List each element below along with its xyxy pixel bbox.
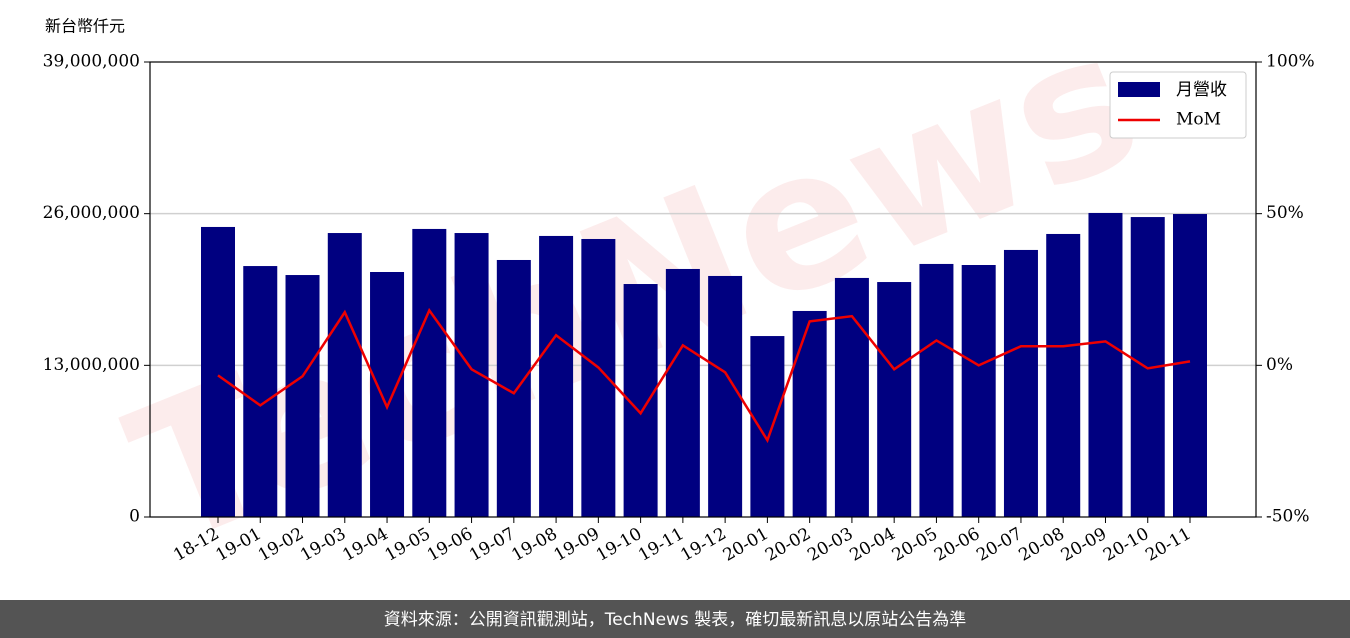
x-tick-label: 20-05 [889, 524, 941, 566]
bar [792, 310, 827, 517]
x-tick-label: 19-04 [339, 524, 391, 566]
x-tick-label: 19-09 [551, 524, 603, 566]
plot-frame [149, 61, 1257, 518]
bar [1046, 233, 1081, 517]
bar [961, 265, 996, 517]
x-tick-label: 20-01 [720, 524, 772, 566]
x-tick-label: 20-11 [1142, 524, 1194, 566]
x-tick-label: 20-02 [762, 524, 814, 566]
bar [665, 268, 700, 517]
bar [877, 282, 912, 517]
footer: 資料來源：公開資訊觀測站，TechNews 製表，確切最新訊息以原站公告為準 [384, 610, 966, 630]
bar [708, 275, 743, 517]
y-tick-label: 39,000,000 [43, 52, 140, 72]
y2-tick-label: -50% [1266, 507, 1310, 527]
x-tick-label: 20-10 [1100, 524, 1152, 566]
footer-band [0, 600, 1350, 638]
y-tick-label: 13,000,000 [43, 355, 140, 375]
x-tick-label: 19-08 [508, 524, 560, 566]
bar [834, 277, 869, 517]
y-axis-label: 新台幣仟元 [45, 17, 125, 36]
x-tick-label: 20-06 [931, 524, 983, 566]
y2-tick-label: 0% [1266, 355, 1293, 375]
legend-label: MoM [1176, 110, 1221, 130]
bar [919, 263, 954, 517]
y-tick-label: 26,000,000 [43, 203, 140, 223]
x-tick-label: 20-09 [1058, 524, 1110, 566]
bar [581, 238, 616, 517]
x-tick-label: 20-03 [804, 524, 856, 566]
bar [539, 235, 574, 517]
x-tick-label: 20-04 [846, 524, 898, 566]
x-tick-label: 19-07 [466, 524, 518, 566]
y2-tick-label: 50% [1266, 203, 1304, 223]
x-tick-label: 19-11 [635, 524, 687, 566]
x-tick-label: 20-08 [1016, 524, 1068, 566]
bar [370, 272, 405, 517]
bar [496, 259, 531, 517]
line [217, 307, 1191, 444]
legend-swatch [1118, 82, 1160, 97]
y2-tick-label: 100% [1266, 52, 1315, 72]
bar [243, 266, 278, 517]
bar [285, 275, 320, 517]
x-tick-label: 19-06 [424, 524, 476, 566]
bar [1088, 212, 1123, 517]
x-tick-label: 19-10 [593, 524, 645, 566]
bar [750, 336, 785, 517]
legend-label: 月營收 [1176, 80, 1227, 100]
bar [201, 226, 235, 517]
bar [412, 228, 447, 517]
x-tick-label: 20-07 [973, 524, 1025, 566]
bar [1173, 214, 1207, 517]
bar [327, 233, 362, 518]
x-tick-label: 19-12 [677, 524, 729, 566]
x-tick-label: 19-05 [382, 524, 434, 566]
bar [1003, 249, 1038, 517]
y-tick-label: 0 [129, 507, 140, 527]
